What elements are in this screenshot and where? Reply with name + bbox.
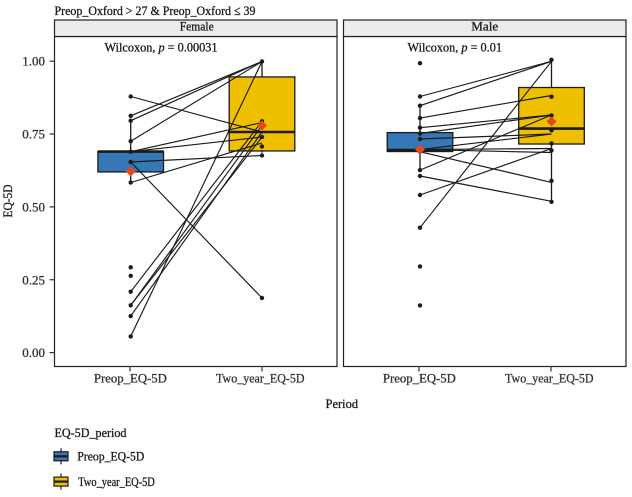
- svg-text:Preop_EQ-5D: Preop_EQ-5D: [94, 371, 167, 386]
- svg-text:Wilcoxon, p = 0.00031: Wilcoxon, p = 0.00031: [105, 39, 218, 54]
- svg-text:Two_year_EQ-5D: Two_year_EQ-5D: [78, 474, 155, 489]
- svg-text:Preop_EQ-5D: Preop_EQ-5D: [383, 371, 456, 386]
- svg-text:Wilcoxon, p = 0.01: Wilcoxon, p = 0.01: [408, 39, 503, 54]
- svg-text:0.00: 0.00: [22, 345, 45, 360]
- svg-text:Preop_EQ-5D: Preop_EQ-5D: [77, 448, 144, 463]
- svg-text:1.00: 1.00: [22, 54, 45, 69]
- svg-text:Female: Female: [180, 20, 214, 34]
- svg-text:0.75: 0.75: [22, 127, 45, 142]
- svg-text:Two_year_EQ-5D: Two_year_EQ-5D: [505, 371, 594, 386]
- svg-text:EQ-5D: EQ-5D: [0, 185, 15, 218]
- svg-text:Period: Period: [326, 396, 359, 411]
- svg-text:Preop_Oxford > 27 & Preop_Oxfo: Preop_Oxford > 27 & Preop_Oxford ≤ 39: [55, 3, 256, 18]
- svg-text:0.25: 0.25: [22, 272, 45, 287]
- svg-text:0.50: 0.50: [22, 199, 45, 214]
- svg-text:Male: Male: [471, 20, 498, 34]
- svg-text:EQ-5D_period: EQ-5D_period: [55, 425, 127, 440]
- svg-text:Two_year_EQ-5D: Two_year_EQ-5D: [216, 371, 305, 386]
